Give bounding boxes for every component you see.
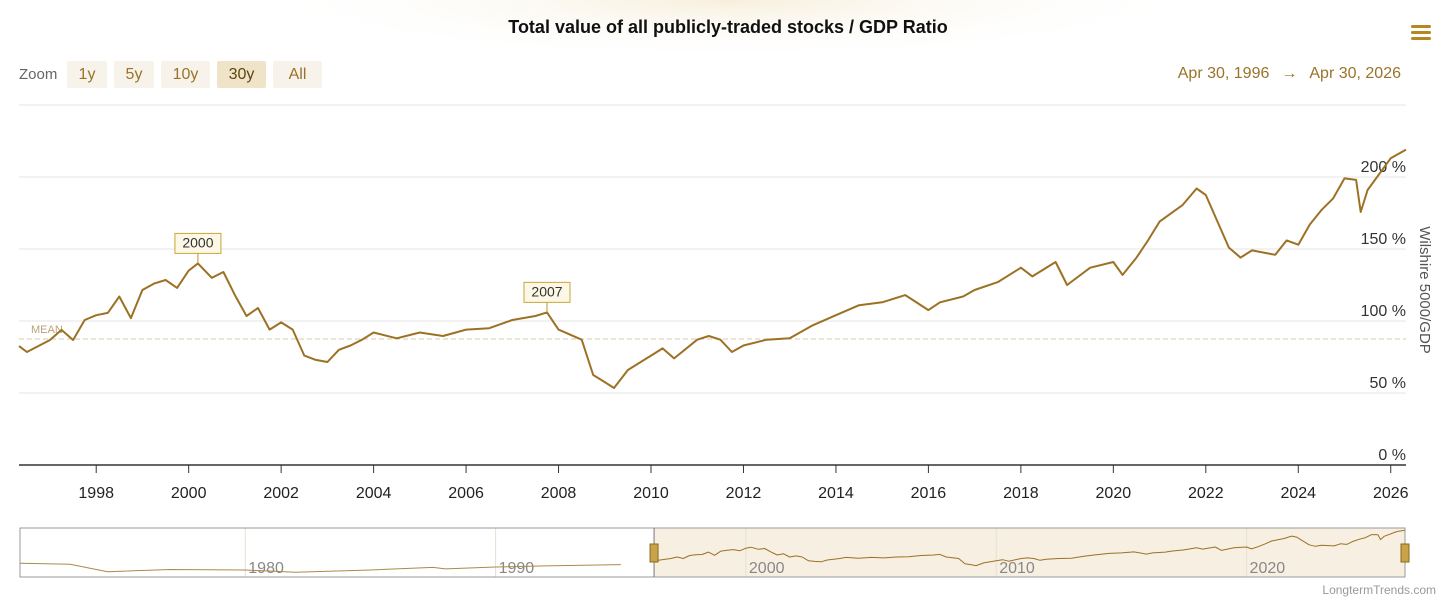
zoom-button[interactable]: [114, 61, 154, 88]
mean-label: MEAN: [31, 324, 63, 336]
date-range: Apr 30, 1996 → Apr 30, 2026: [1178, 65, 1401, 82]
menu-icon[interactable]: [1411, 25, 1431, 40]
navigator-tick-label: 1980: [248, 560, 284, 577]
zoom-button[interactable]: [273, 61, 322, 88]
zoom-button[interactable]: [217, 61, 266, 88]
x-tick-label: 2008: [541, 485, 577, 502]
x-tick-label: 2004: [356, 485, 392, 502]
x-tick-label: 1998: [78, 485, 114, 502]
y-tick-label: 150 %: [1361, 231, 1406, 248]
x-tick-label: 2016: [911, 485, 947, 502]
x-tick-label: 2002: [263, 485, 299, 502]
navigator-tick-label: 2010: [999, 560, 1035, 577]
x-tick-label: 2026: [1373, 485, 1409, 502]
navigator-tick-label: 2020: [1250, 560, 1286, 577]
y-tick-label: 100 %: [1361, 303, 1406, 320]
zoom-button-label[interactable]: 30y: [229, 66, 255, 83]
menu-bar[interactable]: [1411, 37, 1431, 40]
y-axis-title: Wilshire 5000/GDP: [1416, 226, 1433, 354]
annotation-box: [523, 281, 571, 303]
x-tick-label: 2014: [818, 485, 854, 502]
range-to: Apr 30, 2026: [1309, 65, 1401, 82]
x-tick-label: 2010: [633, 485, 669, 502]
menu-bar[interactable]: [1411, 25, 1431, 28]
navigator-line: [19, 562, 621, 573]
navigator-tick-label: 1990: [499, 560, 535, 577]
zoom-label: Zoom: [19, 66, 57, 83]
annotation-label: 2000: [182, 235, 213, 251]
y-tick-label: 0 %: [1378, 447, 1406, 464]
zoom-button-label[interactable]: 5y: [126, 66, 143, 83]
data-line: [18, 148, 1407, 389]
navigator-line: [653, 529, 1406, 567]
range-arrow: →: [1281, 65, 1297, 82]
chart-title: Total value of all publicly-traded stock…: [508, 17, 947, 37]
range-from: Apr 30, 1996: [1178, 65, 1270, 82]
zoom-button[interactable]: [67, 61, 107, 88]
navigator-handle[interactable]: [1400, 543, 1410, 563]
x-tick-label: 2020: [1096, 485, 1132, 502]
x-tick-label: 2006: [448, 485, 484, 502]
x-tick-label: 2000: [171, 485, 207, 502]
navigator-handle[interactable]: [649, 543, 659, 563]
zoom-button-label[interactable]: 1y: [79, 66, 96, 83]
navigator-selection: [654, 528, 1405, 577]
zoom-button-label[interactable]: All: [289, 66, 307, 83]
y-tick-label: 50 %: [1370, 375, 1406, 392]
navigator-tick-label: 2000: [749, 560, 785, 577]
menu-bar[interactable]: [1411, 31, 1431, 34]
x-tick-label: 2022: [1188, 485, 1224, 502]
credit: LongtermTrends.com: [1322, 583, 1436, 597]
zoom-button[interactable]: [161, 61, 210, 88]
annotation-box: [174, 232, 222, 254]
annotation-label: 2007: [531, 284, 562, 300]
x-tick-label: 2018: [1003, 485, 1039, 502]
x-tick-label: 2024: [1280, 485, 1316, 502]
x-tick-label: 2012: [726, 485, 762, 502]
zoom-button-label[interactable]: 10y: [173, 66, 199, 83]
header-glow: [250, 0, 1206, 120]
